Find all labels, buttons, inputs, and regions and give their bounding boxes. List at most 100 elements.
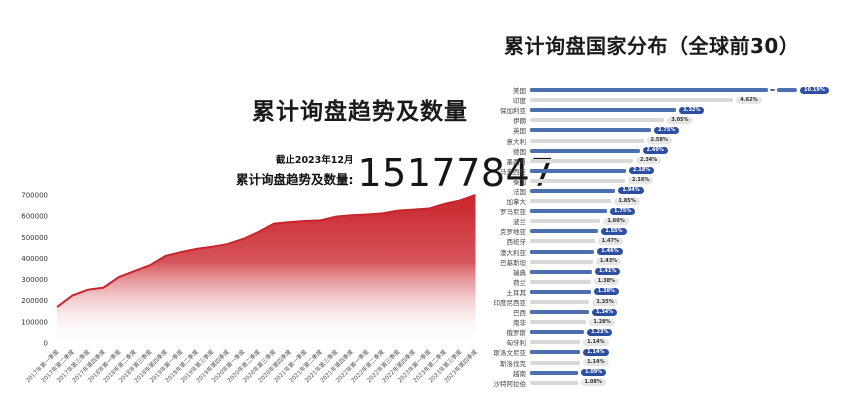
value-badge: 1.75% (610, 207, 636, 215)
bar (530, 289, 591, 294)
country-label: 越南 (513, 369, 526, 378)
country-label: 伊朗 (513, 117, 526, 126)
bar-track: 1.28% (530, 317, 852, 327)
bar (530, 188, 616, 193)
bar (530, 239, 595, 244)
bar-track: 3.32% (530, 105, 852, 115)
bar (530, 108, 677, 113)
country-label: 瑞典 (513, 268, 526, 277)
bar (530, 279, 591, 284)
bar-row: 西班牙 1.47% (486, 236, 852, 246)
bar-row: 波兰 1.60% (486, 216, 852, 226)
bar (530, 128, 651, 133)
stat-captions: 截止2023年12月 累计询盘趋势及数量: (236, 152, 354, 191)
bar-row: 马来西亚 2.18% (486, 166, 852, 176)
country-label: 马来西亚 (500, 167, 526, 176)
area-chart: 0 100000 200000 300000 400000 500000 600000 700… (0, 186, 496, 411)
value-badge: 2.34% (635, 157, 662, 165)
asof-date: 截止2023年12月 (275, 155, 354, 166)
value-badge: 3.32% (679, 106, 705, 114)
value-badge: 2.49% (642, 147, 668, 155)
bar (530, 360, 581, 365)
value-badge: 1.43% (595, 258, 622, 266)
bar-row: 印度 4.62% (486, 95, 852, 105)
bar-row: 瑞典 1.41% (486, 267, 852, 277)
bar (530, 118, 665, 123)
bar-row: 保加利亚 3.32% (486, 105, 852, 115)
country-label: 意大利 (506, 137, 527, 146)
y-axis-tick: 700000 (21, 192, 48, 200)
country-label: 印度 (513, 97, 526, 106)
bar (530, 320, 587, 325)
bar-track: 1.14% (530, 337, 852, 347)
area-line (56, 194, 476, 308)
y-axis-tick: 0 (44, 340, 48, 348)
country-label: 克罗地亚 (500, 228, 526, 237)
bar (530, 98, 734, 103)
bar-track: 2.34% (530, 156, 852, 166)
bar-track: 1.60% (530, 216, 852, 226)
country-label: 德国 (513, 147, 526, 156)
value-badge: 1.38% (593, 278, 620, 286)
bar-row: 印度尼西亚 1.35% (486, 297, 852, 307)
value-badge: 1.23% (587, 328, 613, 336)
bar-track: 1.08% (530, 378, 852, 388)
bar (530, 249, 595, 254)
bar (530, 229, 599, 234)
value-badge: 1.38% (593, 288, 620, 296)
country-label: 印度尼西亚 (493, 299, 527, 308)
bar-row: 罗马尼亚 1.75% (486, 206, 852, 216)
bar (530, 168, 626, 173)
bar (530, 158, 633, 163)
value-badge: 2.75% (654, 126, 680, 134)
y-axis-tick: 400000 (21, 255, 48, 263)
bar-track: 1.23% (530, 327, 852, 337)
bar-row: 土耳其 1.38% (486, 287, 852, 297)
value-badge: 1.14% (583, 348, 609, 356)
bar-row: 匈牙利 1.14% (486, 337, 852, 347)
bar-row: 英国 2.75% (486, 125, 852, 135)
bar-track: 1.34% (530, 307, 852, 317)
bar-track: 1.38% (530, 277, 852, 287)
bar-track: 2.18% (530, 166, 852, 176)
value-badge: 2.58% (646, 137, 672, 145)
bar-track: 1.43% (530, 257, 852, 267)
value-badge: 1.14% (583, 338, 609, 346)
value-badge: 2.18% (628, 167, 655, 175)
bar-row: 俄罗斯 1.23% (486, 327, 852, 337)
country-label: 巴西 (513, 309, 526, 318)
bar-row: 澳大利亚 1.46% (486, 247, 852, 257)
bar-track: 1.55% (530, 226, 852, 236)
value-badge: 1.60% (603, 217, 629, 225)
country-label: 加拿大 (506, 198, 527, 207)
bar-row: 伊朗 3.05% (486, 115, 852, 125)
value-badge: 3.05% (667, 116, 693, 124)
bar-track: 1.47% (530, 236, 852, 246)
value-badge: 10.19% (800, 86, 829, 94)
stat-label: 累计询盘趋势及数量: (236, 172, 354, 187)
country-label: 匈牙利 (506, 339, 527, 348)
bar-track: 10.19% (530, 85, 852, 95)
bar (530, 370, 578, 375)
value-badge: 1.46% (597, 248, 623, 256)
country-label: 土耳其 (506, 288, 527, 297)
bar (530, 350, 581, 355)
bar (530, 199, 612, 204)
bar (530, 269, 593, 274)
total-inquiries-value: 15177847 (357, 150, 555, 195)
country-label: 荷兰 (513, 278, 526, 287)
bar-row: 德国 2.49% (486, 146, 852, 156)
bar (530, 138, 644, 143)
value-badge: 1.28% (589, 318, 615, 326)
bar-row: 斯洛伐克 1.14% (486, 358, 852, 368)
bar-track: 2.16% (530, 176, 852, 186)
country-label: 英国 (513, 127, 526, 136)
bar (530, 178, 626, 183)
value-badge: 1.94% (618, 187, 644, 195)
area-chart-svg: 0 100000 200000 300000 400000 500000 600000 700… (21, 192, 479, 385)
country-label: 澳大利亚 (500, 248, 526, 257)
bar-row: 墨西哥 2.34% (486, 156, 852, 166)
area-fill (57, 195, 476, 343)
country-bar-chart: 美国 10.19% 印度 4.62% 保加利亚 3.32% 伊朗 3.05% 英国 2.75% 意大… (486, 85, 852, 388)
y-axis-tick: 200000 (21, 297, 48, 305)
